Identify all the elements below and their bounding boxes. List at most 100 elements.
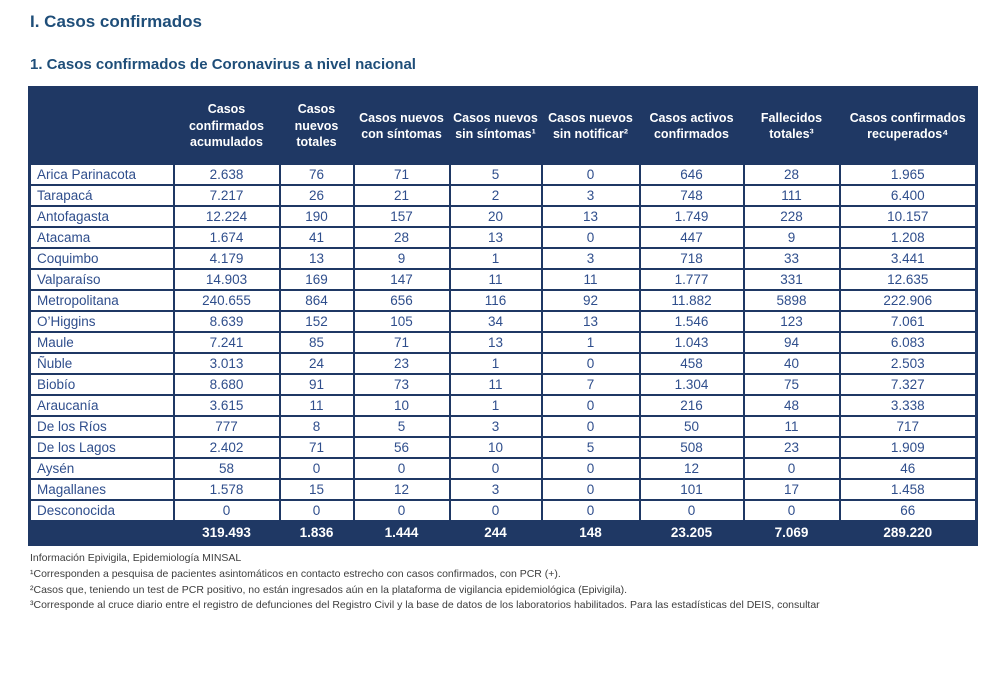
cell-value: 0 <box>742 456 841 480</box>
cell-value: 48 <box>742 393 841 417</box>
cell-value: 0 <box>352 498 451 522</box>
cell-value: 1.458 <box>838 477 978 501</box>
total-value: 1.836 <box>278 519 355 546</box>
region-name: Araucanía <box>28 393 175 417</box>
cell-value: 9 <box>742 225 841 249</box>
cell-value: 11 <box>448 372 543 396</box>
cell-value: 157 <box>352 204 451 228</box>
cell-value: 3 <box>540 246 641 270</box>
footnote-line: ¹Corresponden a pesquisa de pacientes as… <box>30 567 561 580</box>
cell-value: 12 <box>638 456 745 480</box>
cell-value: 2.503 <box>838 351 978 375</box>
cell-value: 152 <box>278 309 355 333</box>
cell-value: 14.903 <box>172 267 281 291</box>
table-row: Arica Parinacota 2.638 76 71 5 0 646 28 1.965 <box>28 162 978 186</box>
column-header: Casos activos confirmados <box>638 86 745 165</box>
cell-value: 7.327 <box>838 372 978 396</box>
cell-value: 656 <box>352 288 451 312</box>
cell-value: 26 <box>278 183 355 207</box>
cell-value: 718 <box>638 246 745 270</box>
total-label <box>28 519 175 546</box>
cell-value: 46 <box>838 456 978 480</box>
cell-value: 13 <box>278 246 355 270</box>
column-header: Casos nuevos sin notificar² <box>540 86 641 165</box>
table-row: Desconocida 0 0 0 0 0 0 0 66 <box>28 498 978 522</box>
report-page: I. Casos confirmados 1. Casos confirmado… <box>28 12 978 611</box>
region-name: Aysén <box>28 456 175 480</box>
cell-value: 71 <box>278 435 355 459</box>
cell-value: 13 <box>448 330 543 354</box>
cell-value: 34 <box>448 309 543 333</box>
region-name: Antofagasta <box>28 204 175 228</box>
region-name: Ñuble <box>28 351 175 375</box>
cell-value: 646 <box>638 162 745 186</box>
cell-value: 0 <box>540 456 641 480</box>
table-title: 1. Casos confirmados de Coronavirus a ni… <box>30 56 416 73</box>
footnote-line: ²Casos que, teniendo un test de PCR posi… <box>30 583 628 596</box>
cell-value: 85 <box>278 330 355 354</box>
cell-value: 116 <box>448 288 543 312</box>
cell-value: 12.224 <box>172 204 281 228</box>
table-row: Valparaíso 14.903 169 147 11 11 1.777 331 12.635 <box>28 267 978 291</box>
cell-value: 6.400 <box>838 183 978 207</box>
cell-value: 1 <box>448 393 543 417</box>
cell-value: 75 <box>742 372 841 396</box>
cell-value: 748 <box>638 183 745 207</box>
cell-value: 228 <box>742 204 841 228</box>
cell-value: 10 <box>352 393 451 417</box>
table-row: Ñuble 3.013 24 23 1 0 458 40 2.503 <box>28 351 978 375</box>
region-name: Magallanes <box>28 477 175 501</box>
cell-value: 447 <box>638 225 745 249</box>
cell-value: 111 <box>742 183 841 207</box>
column-header: Casos confirmados acumulados <box>172 86 281 165</box>
cell-value: 2.638 <box>172 162 281 186</box>
cell-value: 864 <box>278 288 355 312</box>
table-head: Casos confirmados acumulados Casos nuevos… <box>28 86 978 165</box>
table-body: Arica Parinacota 2.638 76 71 5 0 646 28 1.965 Tar… <box>28 162 978 522</box>
cell-value: 13 <box>448 225 543 249</box>
cell-value: 3 <box>540 183 641 207</box>
cell-value: 0 <box>742 498 841 522</box>
cell-value: 1.965 <box>838 162 978 186</box>
cell-value: 508 <box>638 435 745 459</box>
cell-value: 13 <box>540 309 641 333</box>
cell-value: 717 <box>838 414 978 438</box>
table-header-row: Casos confirmados acumulados Casos nuevos… <box>28 86 978 165</box>
cell-value: 105 <box>352 309 451 333</box>
cell-value: 1 <box>540 330 641 354</box>
cell-value: 28 <box>742 162 841 186</box>
cell-value: 0 <box>540 225 641 249</box>
table-row: O’Higgins 8.639 152 105 34 13 1.546 123 7.061 <box>28 309 978 333</box>
cell-value: 169 <box>278 267 355 291</box>
confirmed-cases-table: Casos confirmados acumulados Casos nuevos… <box>28 86 978 546</box>
column-header: Casos nuevos con síntomas <box>352 86 451 165</box>
cell-value: 71 <box>352 162 451 186</box>
cell-value: 1.304 <box>638 372 745 396</box>
cell-value: 40 <box>742 351 841 375</box>
region-name: Arica Parinacota <box>28 162 175 186</box>
cell-value: 21 <box>352 183 451 207</box>
table-row: Antofagasta 12.224 190 157 20 13 1.749 228 10.15… <box>28 204 978 228</box>
cell-value: 1.749 <box>638 204 745 228</box>
table-row: Aysén 58 0 0 0 0 12 0 46 <box>28 456 978 480</box>
cell-value: 76 <box>278 162 355 186</box>
cell-value: 101 <box>638 477 745 501</box>
table-foot: 319.493 1.836 1.444 244 148 23.205 7.069 289.22… <box>28 519 978 546</box>
region-name: Tarapacá <box>28 183 175 207</box>
cell-value: 1 <box>448 351 543 375</box>
total-value: 1.444 <box>352 519 451 546</box>
total-value: 148 <box>540 519 641 546</box>
cell-value: 11 <box>742 414 841 438</box>
cell-value: 11 <box>278 393 355 417</box>
cell-value: 71 <box>352 330 451 354</box>
cell-value: 20 <box>448 204 543 228</box>
cell-value: 11 <box>540 267 641 291</box>
cell-value: 7.217 <box>172 183 281 207</box>
cell-value: 91 <box>278 372 355 396</box>
table-row: Tarapacá 7.217 26 21 2 3 748 111 6.400 <box>28 183 978 207</box>
cell-value: 5 <box>352 414 451 438</box>
cell-value: 1.777 <box>638 267 745 291</box>
cell-value: 7 <box>540 372 641 396</box>
cell-value: 0 <box>278 498 355 522</box>
cell-value: 5 <box>540 435 641 459</box>
